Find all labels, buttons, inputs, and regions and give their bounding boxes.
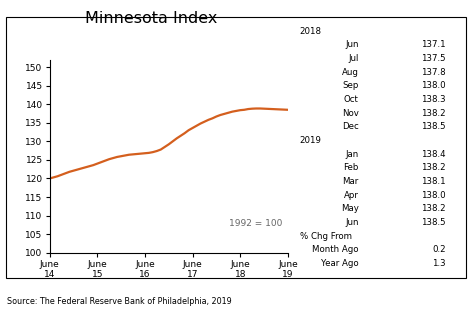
- Text: Month Ago: Month Ago: [312, 245, 359, 254]
- Text: Dec: Dec: [342, 122, 359, 131]
- Text: % Chg From: % Chg From: [300, 231, 352, 241]
- Text: 138.2: 138.2: [421, 204, 446, 213]
- Text: 0.2: 0.2: [432, 245, 446, 254]
- Text: 138.2: 138.2: [421, 109, 446, 118]
- Text: 138.2: 138.2: [421, 163, 446, 172]
- Text: Mar: Mar: [343, 177, 359, 186]
- Text: 2018: 2018: [300, 27, 322, 36]
- Text: Oct: Oct: [344, 95, 359, 104]
- Text: 138.4: 138.4: [421, 149, 446, 159]
- Text: Feb: Feb: [343, 163, 359, 172]
- Text: 138.3: 138.3: [421, 95, 446, 104]
- Text: Aug: Aug: [342, 68, 359, 77]
- Text: Apr: Apr: [344, 191, 359, 200]
- Text: 137.1: 137.1: [421, 40, 446, 49]
- Text: 138.5: 138.5: [421, 218, 446, 227]
- Text: 138.1: 138.1: [421, 177, 446, 186]
- Text: Jun: Jun: [345, 218, 359, 227]
- Text: 138.0: 138.0: [421, 81, 446, 90]
- Text: 1992 = 100: 1992 = 100: [229, 219, 283, 228]
- Text: Jul: Jul: [348, 54, 359, 63]
- Text: 137.5: 137.5: [421, 54, 446, 63]
- Text: Nov: Nov: [342, 109, 359, 118]
- Text: Jun: Jun: [345, 40, 359, 49]
- Text: 1.3: 1.3: [432, 259, 446, 268]
- Text: 137.8: 137.8: [421, 68, 446, 77]
- Text: Year Ago: Year Ago: [321, 259, 359, 268]
- Text: Jan: Jan: [346, 149, 359, 159]
- Text: May: May: [341, 204, 359, 213]
- Text: Minnesota Index: Minnesota Index: [85, 11, 217, 26]
- Text: 2019: 2019: [300, 136, 321, 145]
- Text: Sep: Sep: [342, 81, 359, 90]
- Text: 138.5: 138.5: [421, 122, 446, 131]
- Text: 138.0: 138.0: [421, 191, 446, 200]
- Text: Source: The Federal Reserve Bank of Philadelphia, 2019: Source: The Federal Reserve Bank of Phil…: [7, 297, 232, 306]
